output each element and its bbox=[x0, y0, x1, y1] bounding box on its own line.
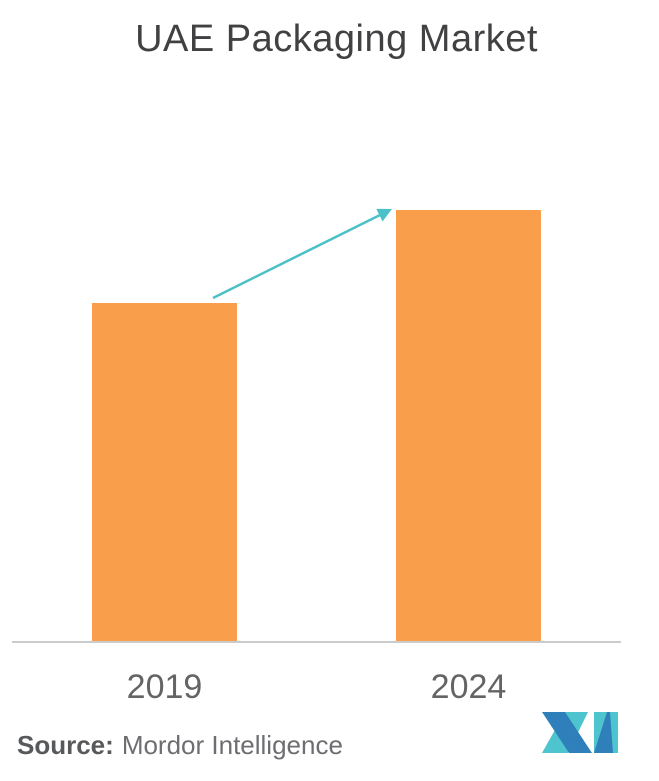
logo-blue-diagonal-shape bbox=[542, 712, 592, 753]
x-axis-line bbox=[12, 641, 621, 643]
source-value: Mordor Intelligence bbox=[121, 730, 343, 760]
growth-arrow-line bbox=[212, 213, 381, 300]
bar-2024 bbox=[396, 210, 541, 642]
growth-arrow-head-icon bbox=[376, 208, 392, 222]
mordor-intelligence-logo bbox=[542, 712, 618, 753]
x-tick-label-2024: 2024 bbox=[430, 668, 507, 706]
bar-2019 bbox=[92, 303, 237, 642]
logo-blue-right-diagonal-shape bbox=[594, 712, 613, 753]
x-tick-label-2019: 2019 bbox=[126, 668, 203, 706]
source-label: Source: bbox=[17, 730, 114, 760]
source-line: Source: Mordor Intelligence bbox=[17, 730, 343, 761]
chart-title: UAE Packaging Market bbox=[135, 18, 538, 60]
